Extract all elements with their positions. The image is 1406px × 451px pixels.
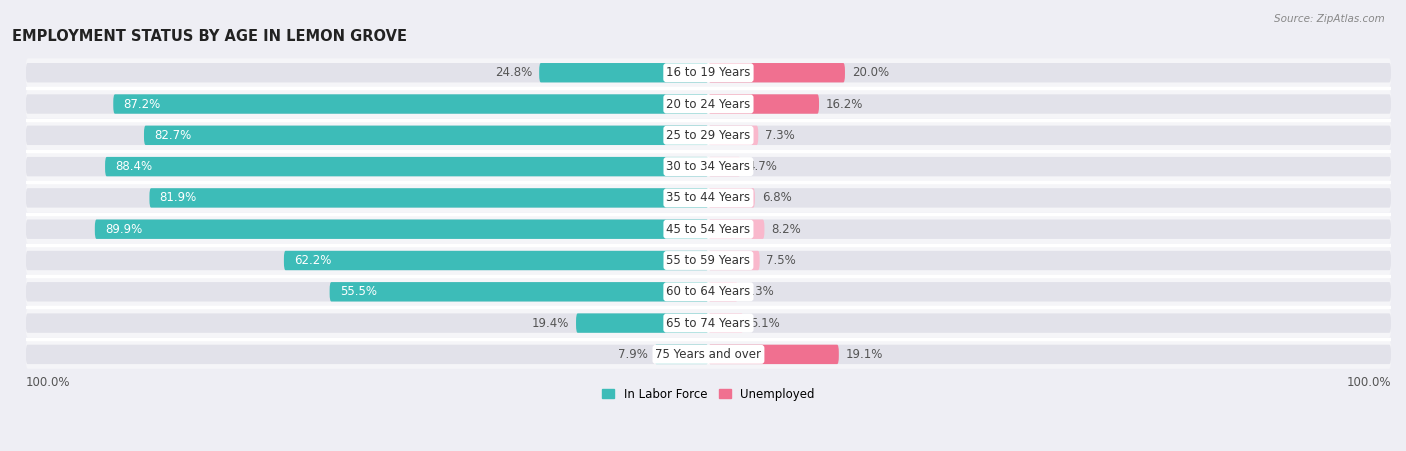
FancyBboxPatch shape — [655, 345, 709, 364]
Text: 6.8%: 6.8% — [762, 191, 792, 204]
Text: 4.7%: 4.7% — [748, 160, 778, 173]
Text: 45 to 54 Years: 45 to 54 Years — [666, 223, 751, 236]
Text: 25 to 29 Years: 25 to 29 Years — [666, 129, 751, 142]
FancyBboxPatch shape — [709, 251, 759, 270]
FancyBboxPatch shape — [709, 126, 1391, 145]
Text: 100.0%: 100.0% — [25, 376, 70, 389]
Text: 100.0%: 100.0% — [1347, 376, 1391, 389]
FancyBboxPatch shape — [25, 313, 709, 333]
Text: EMPLOYMENT STATUS BY AGE IN LEMON GROVE: EMPLOYMENT STATUS BY AGE IN LEMON GROVE — [13, 29, 408, 44]
FancyBboxPatch shape — [709, 282, 1391, 302]
FancyBboxPatch shape — [143, 126, 709, 145]
FancyBboxPatch shape — [25, 215, 1391, 244]
Text: 88.4%: 88.4% — [115, 160, 152, 173]
FancyBboxPatch shape — [25, 90, 1391, 119]
FancyBboxPatch shape — [25, 152, 1391, 181]
Text: 65 to 74 Years: 65 to 74 Years — [666, 317, 751, 330]
Text: 87.2%: 87.2% — [124, 97, 160, 110]
Text: 30 to 34 Years: 30 to 34 Years — [666, 160, 751, 173]
Text: 20.0%: 20.0% — [852, 66, 889, 79]
FancyBboxPatch shape — [25, 58, 1391, 87]
FancyBboxPatch shape — [709, 188, 755, 207]
FancyBboxPatch shape — [25, 126, 709, 145]
FancyBboxPatch shape — [709, 345, 1391, 364]
FancyBboxPatch shape — [25, 121, 1391, 150]
Text: 81.9%: 81.9% — [160, 191, 197, 204]
Text: 55.5%: 55.5% — [340, 285, 377, 298]
FancyBboxPatch shape — [709, 157, 1391, 176]
FancyBboxPatch shape — [709, 94, 820, 114]
Legend: In Labor Force, Unemployed: In Labor Force, Unemployed — [598, 383, 820, 405]
FancyBboxPatch shape — [709, 188, 1391, 207]
FancyBboxPatch shape — [25, 345, 709, 364]
FancyBboxPatch shape — [329, 282, 709, 302]
FancyBboxPatch shape — [25, 188, 709, 207]
FancyBboxPatch shape — [25, 246, 1391, 275]
Text: 35 to 44 Years: 35 to 44 Years — [666, 191, 751, 204]
FancyBboxPatch shape — [709, 313, 1391, 333]
FancyBboxPatch shape — [709, 157, 741, 176]
FancyBboxPatch shape — [25, 251, 709, 270]
Text: Source: ZipAtlas.com: Source: ZipAtlas.com — [1274, 14, 1385, 23]
Text: 7.5%: 7.5% — [766, 254, 796, 267]
FancyBboxPatch shape — [709, 313, 744, 333]
FancyBboxPatch shape — [25, 277, 1391, 306]
Text: 62.2%: 62.2% — [294, 254, 332, 267]
FancyBboxPatch shape — [25, 308, 1391, 337]
FancyBboxPatch shape — [94, 220, 709, 239]
FancyBboxPatch shape — [709, 63, 1391, 83]
Text: 4.3%: 4.3% — [745, 285, 775, 298]
FancyBboxPatch shape — [709, 94, 1391, 114]
Text: 8.2%: 8.2% — [772, 223, 801, 236]
Text: 19.1%: 19.1% — [845, 348, 883, 361]
FancyBboxPatch shape — [25, 220, 709, 239]
FancyBboxPatch shape — [576, 313, 709, 333]
FancyBboxPatch shape — [709, 345, 839, 364]
Text: 20 to 24 Years: 20 to 24 Years — [666, 97, 751, 110]
Text: 7.3%: 7.3% — [765, 129, 794, 142]
FancyBboxPatch shape — [25, 157, 709, 176]
Text: 16.2%: 16.2% — [825, 97, 863, 110]
Text: 89.9%: 89.9% — [105, 223, 142, 236]
FancyBboxPatch shape — [25, 340, 1391, 369]
Text: 16 to 19 Years: 16 to 19 Years — [666, 66, 751, 79]
FancyBboxPatch shape — [709, 282, 738, 302]
FancyBboxPatch shape — [114, 94, 709, 114]
FancyBboxPatch shape — [149, 188, 709, 207]
Text: 82.7%: 82.7% — [155, 129, 191, 142]
Text: 60 to 64 Years: 60 to 64 Years — [666, 285, 751, 298]
FancyBboxPatch shape — [709, 220, 765, 239]
Text: 5.1%: 5.1% — [749, 317, 780, 330]
FancyBboxPatch shape — [25, 63, 709, 83]
Text: 19.4%: 19.4% — [531, 317, 569, 330]
FancyBboxPatch shape — [538, 63, 709, 83]
FancyBboxPatch shape — [25, 184, 1391, 212]
FancyBboxPatch shape — [709, 126, 758, 145]
FancyBboxPatch shape — [709, 63, 845, 83]
Text: 55 to 59 Years: 55 to 59 Years — [666, 254, 751, 267]
Text: 24.8%: 24.8% — [495, 66, 533, 79]
Text: 75 Years and over: 75 Years and over — [655, 348, 762, 361]
Text: 7.9%: 7.9% — [617, 348, 648, 361]
FancyBboxPatch shape — [284, 251, 709, 270]
FancyBboxPatch shape — [105, 157, 709, 176]
FancyBboxPatch shape — [709, 251, 1391, 270]
FancyBboxPatch shape — [25, 282, 709, 302]
FancyBboxPatch shape — [25, 94, 709, 114]
FancyBboxPatch shape — [709, 220, 1391, 239]
